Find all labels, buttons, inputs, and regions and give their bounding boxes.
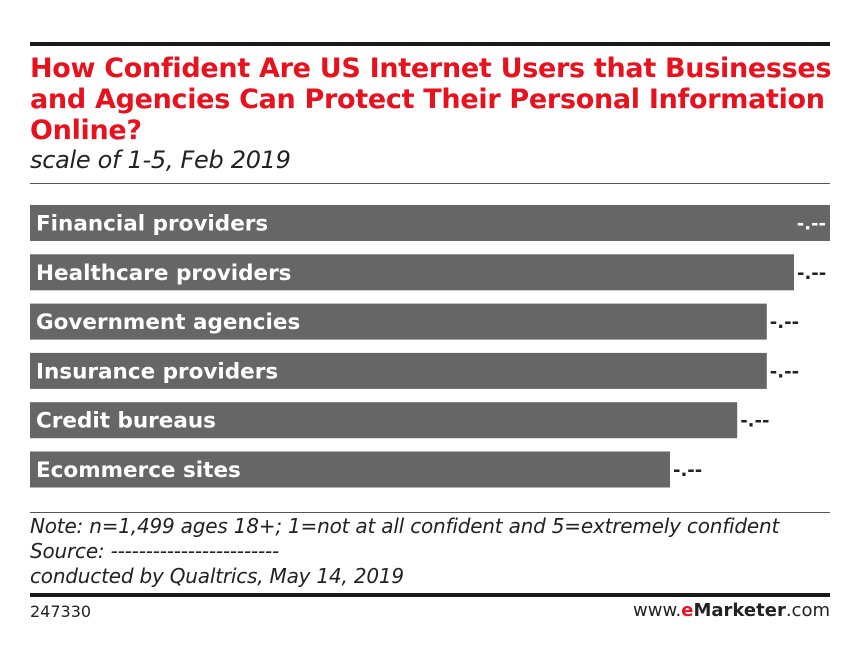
bar-credit-bureaus	[30, 402, 738, 439]
bar-government-agencies	[30, 303, 767, 340]
brand-suffix: .com	[785, 600, 830, 621]
note-line: Note: n=1,499 ages 18+; 1=not at all con…	[30, 514, 780, 538]
category-label: Ecommerce sites	[36, 458, 241, 483]
value-label: -.--	[770, 361, 799, 382]
chart-subtitle: scale of 1-5, Feb 2019	[30, 146, 291, 174]
chart-notes: Note: n=1,499 ages 18+; 1=not at all con…	[30, 514, 840, 589]
category-label: Financial providers	[36, 212, 268, 237]
bar-financial-providers	[30, 205, 830, 241]
value-label: -.--	[673, 460, 702, 481]
brand-e: e	[681, 600, 694, 621]
category-label: Healthcare providers	[36, 261, 291, 286]
category-label: Insurance providers	[36, 359, 278, 384]
category-label: Credit bureaus	[36, 409, 216, 434]
chart-title: How Confident Are US Internet Users that…	[30, 53, 832, 146]
conducted-line: conducted by Qualtrics, May 14, 2019	[30, 564, 404, 588]
brand-name: Marketer	[693, 600, 786, 621]
emarketer-brand-link[interactable]: www.eMarketer.com	[633, 600, 830, 621]
bar-ecommerce-sites	[30, 451, 670, 488]
value-label: -.--	[770, 312, 799, 333]
value-label: -.--	[797, 214, 826, 235]
chart-id: 247330	[30, 602, 92, 621]
bar-healthcare-providers	[30, 254, 794, 291]
value-label: -.--	[797, 263, 826, 284]
value-label: -.--	[740, 411, 769, 432]
bottom-rule	[30, 593, 830, 597]
source-line: Source: ------------------------	[30, 539, 280, 563]
subtitle-rule	[30, 183, 830, 184]
bar-insurance-providers	[30, 352, 767, 389]
notes-rule	[30, 512, 830, 513]
top-rule	[30, 42, 830, 46]
category-label: Government agencies	[36, 310, 300, 335]
brand-prefix: www.	[633, 600, 682, 621]
